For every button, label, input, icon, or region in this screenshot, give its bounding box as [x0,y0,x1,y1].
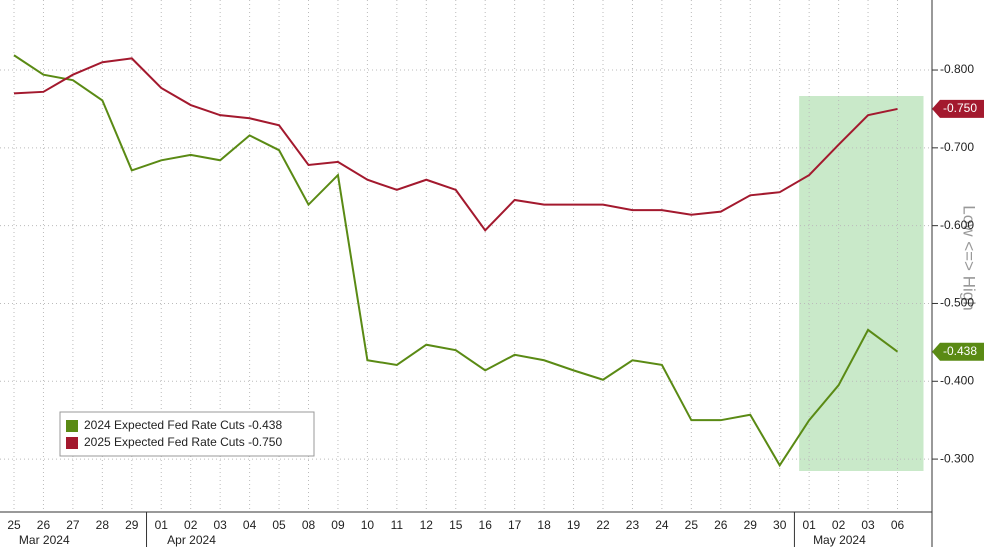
y-tick-label: -0.700 [940,140,974,154]
last-value-label: -0.438 [943,344,977,358]
x-tick-label: 18 [537,518,551,532]
x-tick-label: 09 [331,518,345,532]
x-tick-label: 04 [243,518,257,532]
x-tick-label: 30 [773,518,787,532]
x-tick-label: 11 [391,518,404,532]
y-tick-label: -0.600 [940,218,974,232]
x-tick-label: 25 [685,518,699,532]
x-tick-label: 24 [655,518,669,532]
month-label: May 2024 [813,533,866,547]
y-tick-label: -0.300 [940,451,974,465]
month-label: Apr 2024 [167,533,216,547]
highlight-region [799,96,924,471]
y-tick-label: -0.500 [940,296,974,310]
x-tick-label: 26 [714,518,728,532]
y-axis-label: Low <=> High [960,205,979,310]
series-line [13,57,898,232]
x-tick-label: 17 [508,518,522,532]
x-tick-label: 27 [66,518,80,532]
y-tick-label: -0.400 [940,373,974,387]
x-tick-label: 02 [832,518,846,532]
x-tick-label: 01 [155,518,169,532]
x-tick-label: 12 [420,518,434,532]
x-tick-label: 03 [861,518,875,532]
x-tick-label: 08 [302,518,316,532]
last-value-label: -0.750 [943,101,977,115]
x-tick-label: 05 [272,518,286,532]
last-value-tag [932,99,984,118]
series-line [13,54,899,468]
x-tick-label: 23 [626,518,640,532]
legend-label: 2025 Expected Fed Rate Cuts -0.750 [84,435,282,449]
legend-box [59,411,315,457]
x-tick-label: 28 [96,518,110,532]
legend-swatch [66,437,78,449]
month-label: Mar 2024 [19,533,70,547]
x-tick-label: 01 [802,518,816,532]
x-tick-label: 29 [744,518,758,532]
x-tick-label: 22 [596,518,610,532]
x-tick-label: 19 [567,518,581,532]
y-tick-label: -0.800 [940,62,974,76]
x-tick-label: 10 [361,518,375,532]
legend-swatch [66,420,78,432]
x-tick-label: 15 [449,518,463,532]
x-tick-label: 29 [125,518,139,532]
legend-label: 2024 Expected Fed Rate Cuts -0.438 [84,418,282,432]
last-value-tag [932,342,984,361]
x-tick-label: 03 [213,518,227,532]
x-tick-label: 25 [7,518,21,532]
x-tick-label: 02 [184,518,198,532]
x-tick-label: 16 [479,518,493,532]
x-tick-label: 06 [891,518,905,532]
x-tick-label: 26 [37,518,51,532]
